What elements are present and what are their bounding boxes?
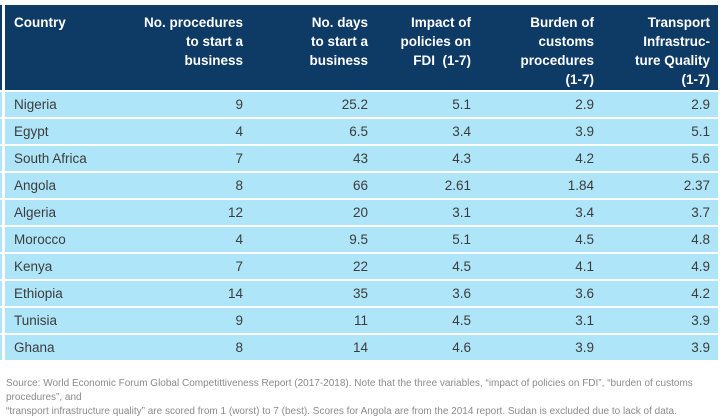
country-cell: Kenya	[0, 254, 126, 279]
table-row: Nigeria 9 25.2 5.1 2.9 2.9	[0, 92, 718, 117]
value-cell: 3.9	[479, 119, 602, 144]
value-cell: 12	[126, 200, 251, 225]
country-cell: Nigeria	[0, 92, 126, 117]
column-header: Burden of customs procedures (1-7)	[479, 5, 602, 90]
value-cell: 4.5	[376, 308, 479, 333]
table-row: Tunisia 9 11 4.5 3.1 3.9	[0, 308, 718, 333]
value-cell: 4.8	[602, 227, 718, 252]
table-row: South Africa 7 43 4.3 4.2 5.6	[0, 146, 718, 171]
country-cell: Algeria	[0, 200, 126, 225]
value-cell: 3.1	[376, 200, 479, 225]
value-cell: 8	[126, 335, 251, 360]
value-cell: 3.4	[376, 119, 479, 144]
value-cell: 4.3	[376, 146, 479, 171]
column-header: Transport Infrastruc- ture Quality (1-7)	[602, 5, 718, 90]
value-cell: 6.5	[251, 119, 376, 144]
value-cell: 4.1	[479, 254, 602, 279]
header-row: Country No. procedures to start a busines…	[0, 5, 718, 90]
value-cell: 25.2	[251, 92, 376, 117]
column-header: No. procedures to start a business	[126, 5, 251, 90]
value-cell: 5.6	[602, 146, 718, 171]
value-cell: 4.5	[376, 254, 479, 279]
value-cell: 2.61	[376, 173, 479, 198]
value-cell: 66	[251, 173, 376, 198]
value-cell: 22	[251, 254, 376, 279]
source-note: Source: World Economic Forum Global Comp…	[6, 378, 693, 417]
value-cell: 8	[126, 173, 251, 198]
country-cell: Angola	[0, 173, 126, 198]
value-cell: 2.9	[479, 92, 602, 117]
value-cell: 9	[126, 308, 251, 333]
value-cell: 3.9	[602, 335, 718, 360]
value-cell: 4	[126, 227, 251, 252]
value-cell: 3.6	[376, 281, 479, 306]
column-header-country: Country	[0, 5, 126, 90]
table-row: Morocco 4 9.5 5.1 4.5 4.8	[0, 227, 718, 252]
value-cell: 2.9	[602, 92, 718, 117]
value-cell: 11	[251, 308, 376, 333]
column-header: Impact of policies on FDI (1-7)	[376, 5, 479, 90]
value-cell: 4.6	[376, 335, 479, 360]
value-cell: 4.9	[602, 254, 718, 279]
value-cell: 5.1	[602, 119, 718, 144]
value-cell: 3.9	[602, 308, 718, 333]
value-cell: 4	[126, 119, 251, 144]
country-cell: Tunisia	[0, 308, 126, 333]
value-cell: 3.7	[602, 200, 718, 225]
value-cell: 9	[126, 92, 251, 117]
country-cell: Morocco	[0, 227, 126, 252]
value-cell: 9.5	[251, 227, 376, 252]
value-cell: 20	[251, 200, 376, 225]
table-row: Egypt 4 6.5 3.4 3.9 5.1	[0, 119, 718, 144]
table-row: Kenya 7 22 4.5 4.1 4.9	[0, 254, 718, 279]
value-cell: 5.1	[376, 227, 479, 252]
value-cell: 5.1	[376, 92, 479, 117]
country-cell: Egypt	[0, 119, 126, 144]
data-table: Country No. procedures to start a busines…	[0, 3, 718, 362]
table-row: Algeria 12 20 3.1 3.4 3.7	[0, 200, 718, 225]
value-cell: 14	[126, 281, 251, 306]
column-header: No. days to start a business	[251, 5, 376, 90]
value-cell: 4.2	[479, 146, 602, 171]
table-row: Angola 8 66 2.61 1.84 2.37	[0, 173, 718, 198]
country-cell: Ethiopia	[0, 281, 126, 306]
value-cell: 43	[251, 146, 376, 171]
table-row: Ethiopia 14 35 3.6 3.6 4.2	[0, 281, 718, 306]
value-cell: 3.4	[479, 200, 602, 225]
value-cell: 4.5	[479, 227, 602, 252]
table-row: Ghana 8 14 4.6 3.9 3.9	[0, 335, 718, 360]
value-cell: 14	[251, 335, 376, 360]
table-body: Nigeria 9 25.2 5.1 2.9 2.9 Egypt 4 6.5 3.4 3.9 5.1 S…	[0, 92, 718, 360]
country-cell: Ghana	[0, 335, 126, 360]
value-cell: 35	[251, 281, 376, 306]
value-cell: 3.9	[479, 335, 602, 360]
value-cell: 7	[126, 146, 251, 171]
value-cell: 3.6	[479, 281, 602, 306]
value-cell: 3.1	[479, 308, 602, 333]
value-cell: 7	[126, 254, 251, 279]
country-cell: South Africa	[0, 146, 126, 171]
value-cell: 4.2	[602, 281, 718, 306]
value-cell: 2.37	[602, 173, 718, 198]
value-cell: 1.84	[479, 173, 602, 198]
